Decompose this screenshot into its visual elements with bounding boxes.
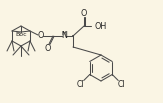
Text: H: H [62,31,66,36]
Text: N: N [61,32,67,40]
Text: O: O [81,9,87,18]
Text: O: O [38,32,44,40]
Text: OH: OH [95,22,107,30]
Text: Cl: Cl [118,80,125,89]
Text: Boc: Boc [15,33,27,37]
Text: Cl: Cl [77,80,84,89]
Text: O: O [45,43,51,53]
Text: ·: · [71,31,75,41]
